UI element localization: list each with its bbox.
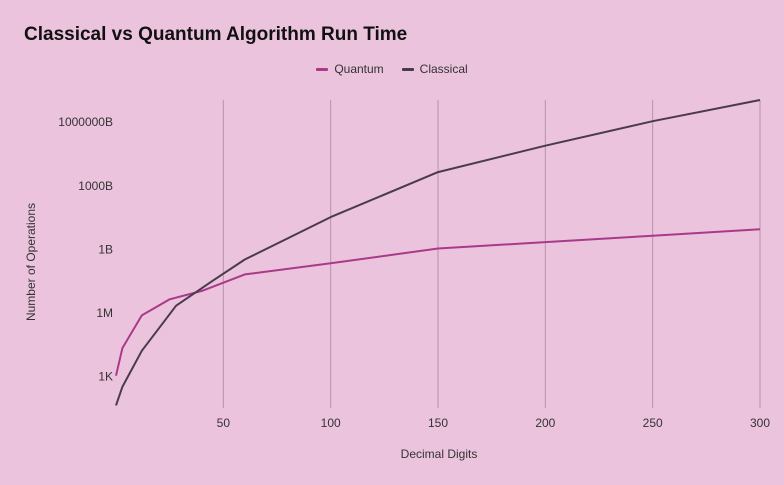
chart-legend: Quantum Classical: [0, 62, 784, 76]
legend-swatch-quantum: [316, 67, 329, 71]
y-tick-label: 1K: [98, 370, 113, 384]
legend-item-quantum[interactable]: Quantum: [316, 62, 384, 76]
y-tick-label: 1000B: [78, 179, 113, 193]
legend-label-classical: Classical: [419, 62, 468, 76]
x-tick-label: 300: [750, 416, 770, 430]
y-tick-labels: 1K 1M 1B 1000B 1000000B: [58, 115, 113, 383]
x-tick-label: 250: [643, 416, 663, 430]
x-tick-label: 200: [535, 416, 555, 430]
y-tick-label: 1B: [98, 242, 113, 256]
x-tick-label: 50: [217, 416, 231, 430]
y-tick-label: 1M: [96, 306, 113, 320]
x-tick-labels: 50 100 150 200 250 300: [217, 416, 771, 430]
legend-swatch-classical: [401, 67, 414, 71]
legend-item-classical[interactable]: Classical: [401, 62, 468, 76]
y-tick-label: 1000000B: [58, 115, 113, 129]
series-lines: [115, 99, 761, 406]
series-line-quantum: [115, 228, 761, 376]
y-axis-title: Number of Operations: [24, 203, 38, 321]
grid-lines: [222, 100, 761, 408]
x-tick-label: 150: [428, 416, 448, 430]
legend-label-quantum: Quantum: [334, 62, 384, 76]
x-tick-label: 100: [321, 416, 341, 430]
x-axis-title: Decimal Digits: [401, 447, 478, 461]
series-line-classical: [115, 99, 761, 406]
chart-title: Classical vs Quantum Algorithm Run Time: [24, 24, 408, 45]
